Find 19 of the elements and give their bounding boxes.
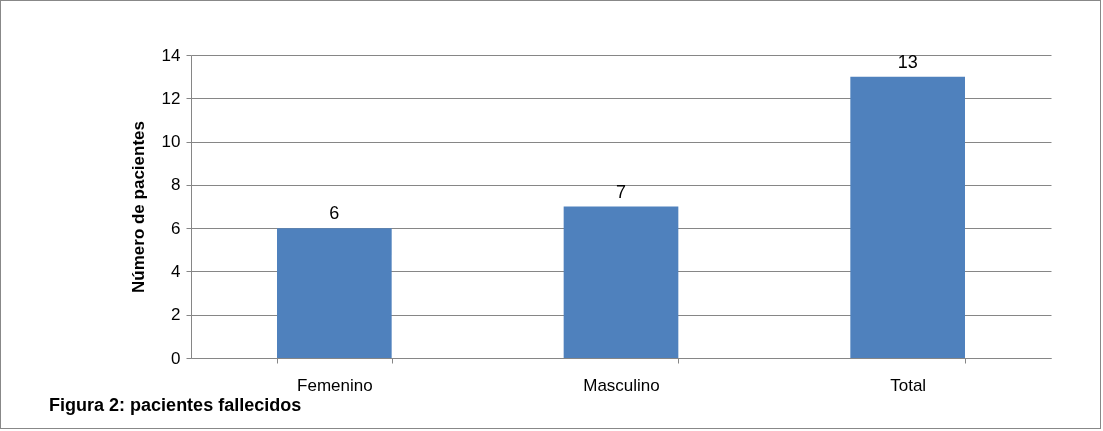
- y-tick-label: 12: [161, 88, 181, 108]
- y-tick-label: 14: [161, 45, 181, 65]
- y-tick-label: 8: [171, 175, 181, 195]
- y-tick-label: 2: [171, 305, 181, 325]
- y-tick-label: 6: [171, 218, 181, 238]
- x-tick-label: Total: [890, 375, 927, 395]
- bar: [850, 76, 965, 358]
- bar: [563, 206, 679, 358]
- y-tick-label: 10: [161, 132, 181, 152]
- text: Figura 2: pacientes fallecidos: [49, 395, 302, 415]
- bar: [277, 228, 392, 358]
- x-tick-label: Masculino: [583, 375, 660, 395]
- x-tick-label: Femenino: [297, 375, 373, 395]
- data-label: 13: [897, 51, 918, 72]
- data-label: 6: [329, 203, 340, 224]
- y-tick-label: 4: [171, 261, 181, 281]
- data-label: 7: [615, 181, 627, 202]
- y-axis-title: Número de pacientes: [128, 121, 148, 293]
- y-tick-label: 0: [171, 348, 181, 368]
